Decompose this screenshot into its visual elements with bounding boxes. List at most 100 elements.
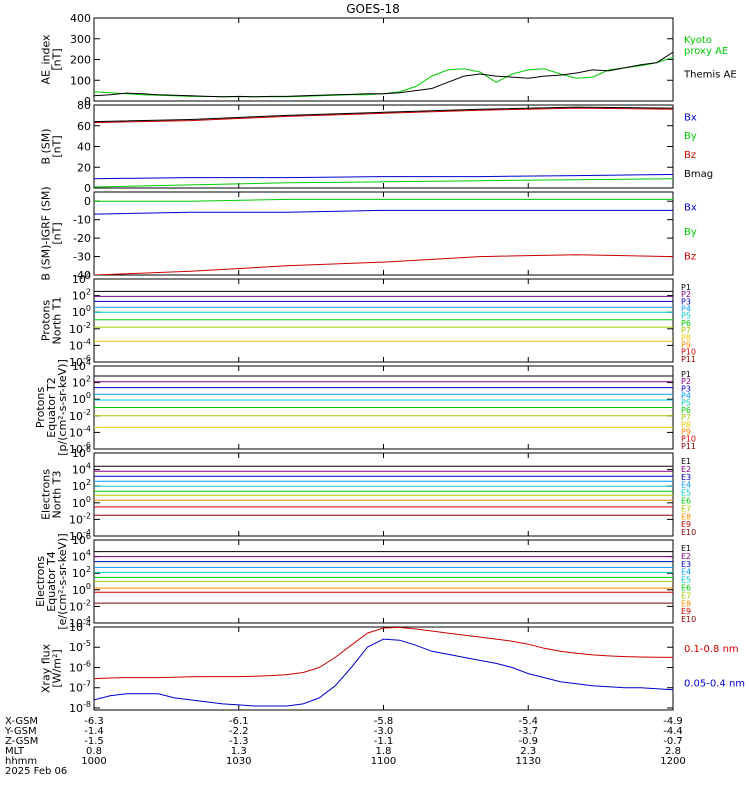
y-tick-label: 100 (72, 304, 91, 319)
legend-p1: P1 (681, 370, 691, 379)
x-axis-row-value: -5.8 (374, 716, 394, 727)
y-tick-label: 104 (72, 271, 91, 286)
y-axis-label-line: [W/m²] (51, 649, 64, 687)
legend-e3: E3 (681, 473, 691, 482)
y-tick-label: -20 (73, 232, 91, 245)
y-axis-label-line: [nT] (51, 48, 64, 70)
series-line-by (94, 178, 673, 188)
y-axis-label-line: Equator T2 (45, 377, 58, 437)
y-tick-label: 10-4 (69, 615, 91, 630)
plot-title: GOES-18 (346, 2, 400, 16)
y-tick-label: 100 (72, 582, 91, 597)
y-axis-label-line: Electrons (34, 556, 47, 607)
legend-p2: P2 (681, 290, 691, 299)
panel-xray: 10-8 10-7 10-6 10-5 10-4 Xray flux[W/m²] 0.1-0… (40, 619, 746, 715)
x-axis-row-value: 1000 (81, 756, 106, 767)
y-tick-label: 106 (72, 445, 91, 460)
y-tick-label: 102 (72, 375, 91, 390)
series-group (94, 198, 673, 275)
series-line-kyoto-proxy-ae (94, 56, 673, 98)
y-tick-label: 104 (72, 358, 91, 373)
y-tick-label: 10-2 (69, 511, 91, 526)
series-group (94, 51, 673, 98)
y-axis-label-line: [p/(cm²-s-sr-keV)] (56, 359, 69, 456)
legend-p11: P11 (681, 355, 696, 364)
legend-by: By (684, 227, 697, 238)
y-tick-label: -10 (73, 214, 91, 227)
series-line-bz (94, 254, 673, 275)
y-axis-label: B (SM)-IGRF (SM)[nT] (40, 186, 64, 280)
legend-p7: P7 (681, 326, 691, 335)
y-tick-label: 10-4 (69, 424, 91, 439)
x-axis-row-value: -4.9 (663, 716, 683, 727)
y-tick-label: 100 (72, 391, 91, 406)
y-tick-label: 102 (72, 565, 91, 580)
x-axis-row-label: X-GSM (5, 716, 38, 727)
y-tick-label: 100 (72, 495, 91, 510)
legend-p8: P8 (681, 420, 691, 429)
y-tick-label: 10-5 (69, 639, 91, 654)
y-axis-label-line: Electrons (40, 469, 53, 520)
legend-0-05-0-4-nm: 0.05-0.4 nm (684, 678, 745, 689)
legend-e2: E2 (681, 552, 691, 561)
series-group (94, 290, 673, 342)
x-axis-row-value: -0.7 (663, 736, 683, 747)
x-axis-date: 2025 Feb 06 (5, 766, 67, 777)
legend-e9: E9 (681, 520, 691, 529)
legend-p8: P8 (681, 333, 691, 342)
y-axis-label-line: North T3 (51, 471, 64, 519)
legend-kyoto-proxy-ae: proxy AE (684, 46, 728, 57)
series-line-bx (94, 209, 673, 215)
x-axis-row-value: -6.1 (229, 716, 249, 727)
legend-e6: E6 (681, 497, 691, 506)
legend-e3: E3 (681, 560, 691, 569)
y-tick-label: 80 (77, 99, 91, 112)
series-group (94, 106, 673, 188)
legend-e4: E4 (681, 481, 691, 490)
y-tick-label: 0 (84, 95, 91, 108)
x-axis-row-value: -0.9 (518, 736, 538, 747)
x-axis-row-label: MLT (5, 746, 25, 757)
legend-p9: P9 (681, 340, 691, 349)
panel-frame (93, 17, 674, 102)
panel-frame (93, 452, 674, 537)
y-tick-label: 100 (70, 74, 91, 87)
y-axis-label-line: [e/(cm²-s-sr-keV)] (56, 533, 69, 629)
x-axis-row-value: -1.3 (229, 736, 249, 747)
y-tick-label: 10-4 (69, 337, 91, 352)
legend-by: By (684, 131, 697, 142)
legend-e10: E10 (681, 528, 696, 537)
y-tick-label: 10-7 (69, 680, 91, 695)
legend-e10: E10 (681, 615, 696, 624)
y-tick-label: 10-4 (69, 528, 91, 543)
panel-bigrf: -40 -30 -20 -10 0 B (SM)-IGRF (SM)[nT] Bx By Bz (40, 186, 697, 282)
x-axis-row-value: 2.8 (665, 746, 681, 757)
legend-p3: P3 (681, 384, 691, 393)
x-axis-row-value: 1200 (660, 756, 685, 767)
legend-bx: Bx (684, 203, 697, 214)
legend-p4: P4 (681, 392, 691, 401)
x-axis-row-value: 1.3 (231, 746, 247, 757)
x-axis-row-value: -1.1 (374, 736, 394, 747)
legend-e9: E9 (681, 607, 691, 616)
y-tick-label: 10-2 (69, 321, 91, 336)
y-tick-label: 104 (72, 462, 91, 477)
legend-p6: P6 (681, 319, 691, 328)
y-axis-label-line: [nT] (51, 135, 64, 157)
y-tick-label: 102 (72, 288, 91, 303)
y-tick-label: 104 (72, 549, 91, 564)
legend-p7: P7 (681, 413, 691, 422)
x-axis-row-value: 0.8 (86, 746, 102, 757)
legend-p11: P11 (681, 442, 696, 451)
series-group (94, 627, 673, 707)
y-tick-label: 10-6 (69, 354, 91, 369)
series-line-bmag (94, 106, 673, 123)
x-axis-row-value: 2.3 (520, 746, 536, 757)
panel-bsm: 0 20 40 60 80 B (SM)[nT] Bx By Bz Bmag (40, 99, 714, 195)
y-tick-label: 40 (77, 141, 91, 154)
